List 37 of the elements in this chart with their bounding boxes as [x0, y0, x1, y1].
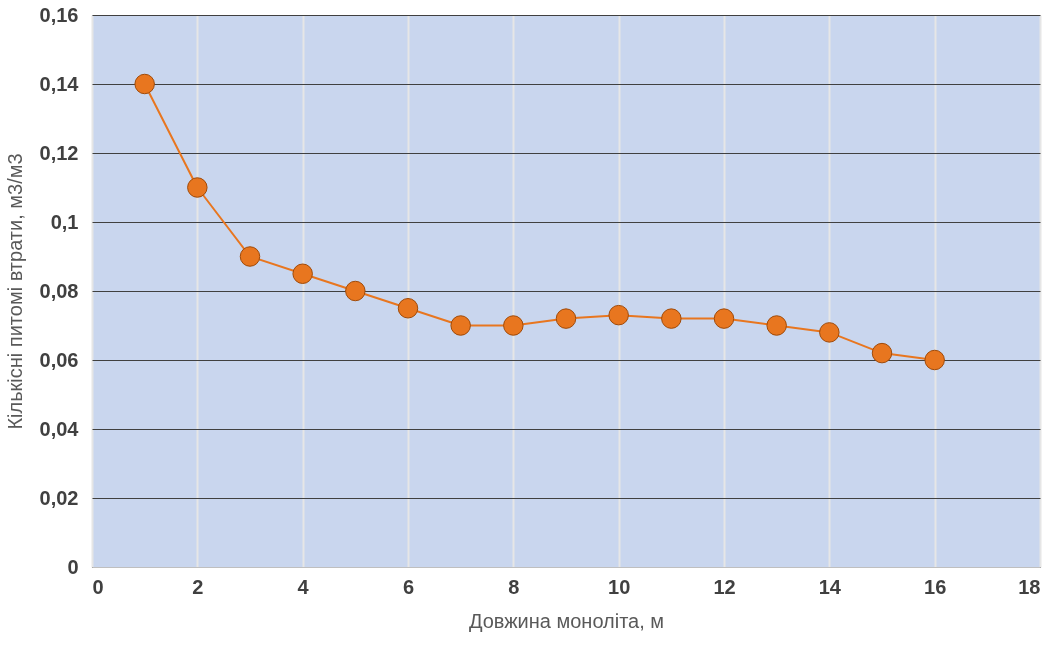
x-tick-label: 16: [924, 575, 947, 598]
y-tick-label: 0,14: [39, 72, 80, 95]
x-tick-label: 10: [608, 575, 631, 598]
point: [555, 308, 577, 329]
x-tick-label: 12: [713, 575, 736, 598]
y-axis-title: Кількісні питомі втрати, м3/м3: [3, 153, 26, 430]
y-tick-label: 0,12: [39, 141, 79, 164]
y-tick-label: 0,08: [39, 279, 79, 302]
y-tick-label: 0,04: [39, 417, 80, 440]
point: [819, 322, 840, 343]
point: [871, 342, 893, 364]
point: [345, 280, 366, 302]
point: [608, 304, 629, 326]
point: [397, 298, 419, 319]
x-tick-label: 14: [818, 575, 842, 598]
point: [713, 308, 735, 329]
y-tick-label: 0: [67, 555, 79, 578]
x-tick-label: 4: [297, 575, 310, 598]
x-tick-label: 8: [508, 575, 520, 598]
x-axis-title: Довжина моноліта, м: [468, 609, 665, 632]
point: [503, 315, 524, 336]
y-tick-label: 0,06: [39, 348, 79, 371]
y-tick-label: 0,16: [39, 3, 79, 26]
point: [292, 263, 313, 284]
point: [766, 315, 787, 336]
point: [450, 315, 471, 336]
point: [924, 349, 945, 371]
y-tick-label: 0,02: [39, 486, 79, 509]
point: [187, 177, 208, 198]
x-tick-label: 6: [402, 575, 415, 598]
point: [134, 73, 155, 95]
y-tick-label: 0,1: [50, 210, 79, 233]
x-tick-label: 18: [1018, 575, 1041, 598]
x-tick-label: 2: [192, 575, 204, 598]
x-tick-label: 0: [92, 575, 104, 598]
point: [239, 246, 261, 267]
point: [661, 308, 682, 329]
